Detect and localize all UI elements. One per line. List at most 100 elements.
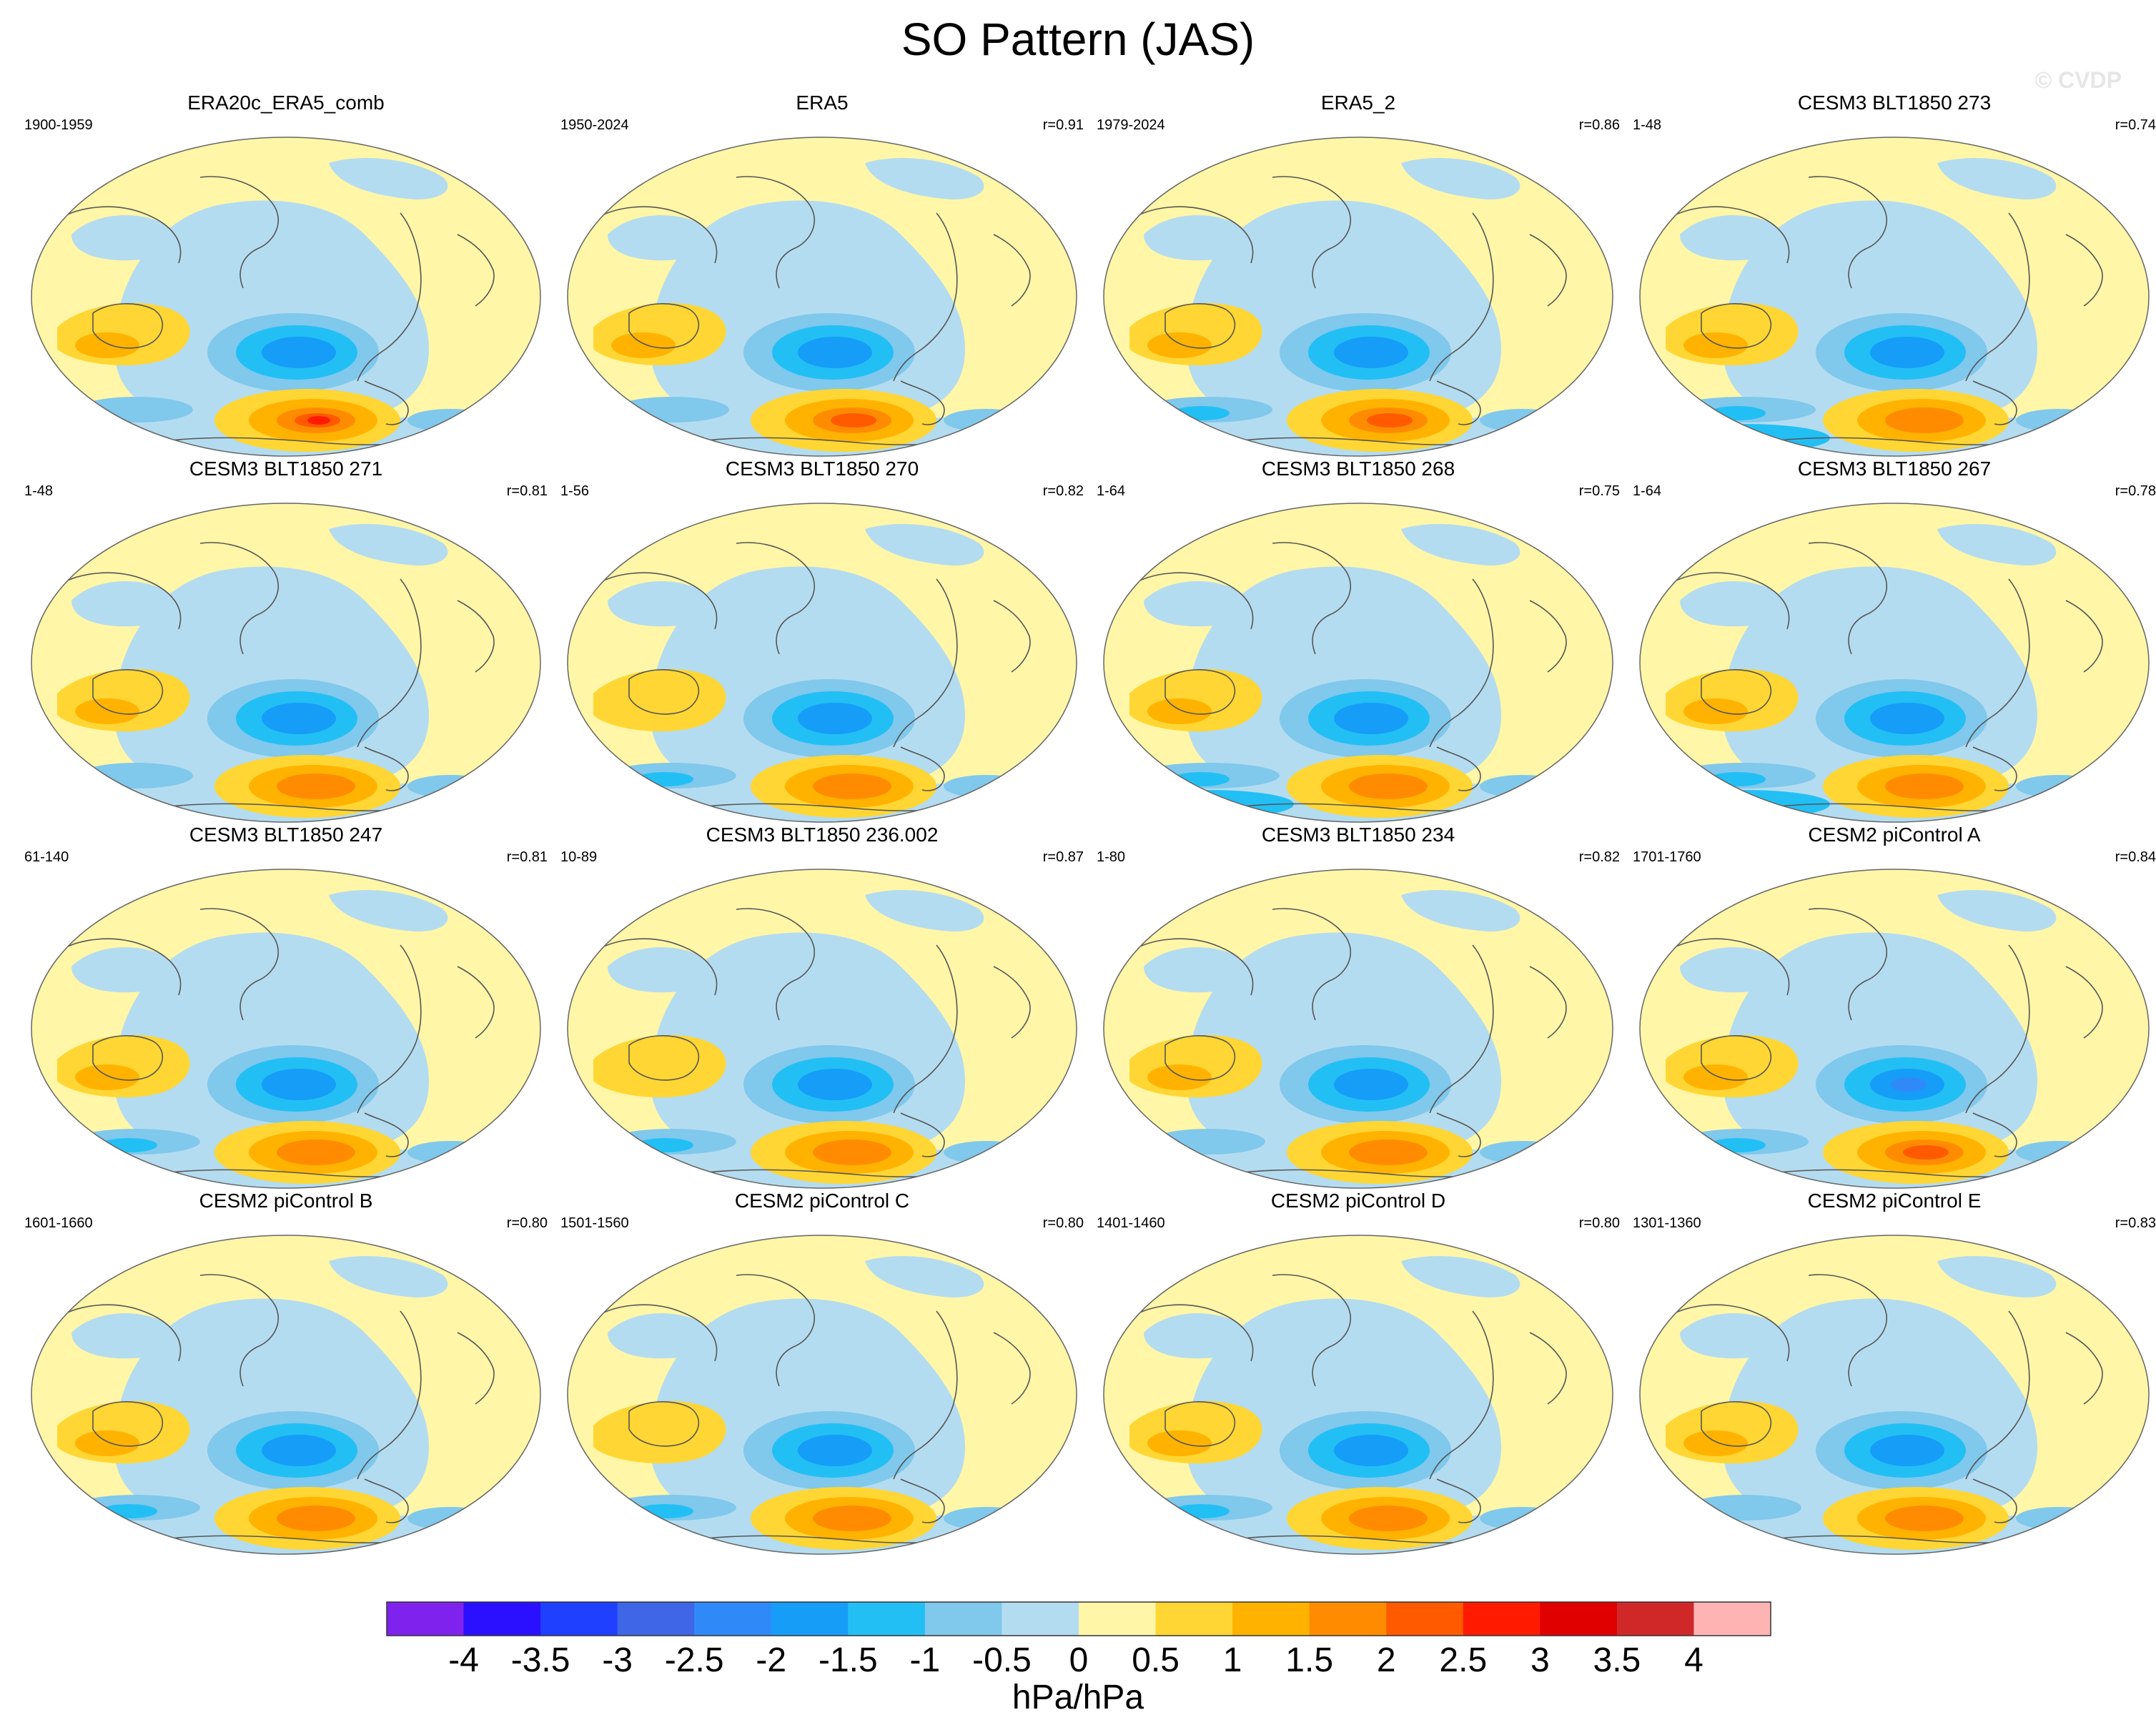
panel-title: ERA5: [796, 92, 849, 114]
colorbar-tick-label: 3.5: [1593, 1641, 1641, 1679]
map: [1639, 869, 2150, 1189]
panel-title: CESM3 BLT1850 234: [1261, 824, 1455, 846]
panel-correlation: r=0.82: [1578, 849, 1620, 865]
map-panel: CESM3 BLT1850 271 1-48 r=0.81: [14, 458, 558, 826]
colorbar-unit-label: hPa/hPa: [1012, 1679, 1144, 1716]
map-panel: CESM2 piControl D 1401-1460 r=0.80: [1087, 1190, 1630, 1558]
colorbar-tick-label: 4: [1684, 1641, 1703, 1679]
panel-correlation: r=0.87: [1042, 849, 1084, 865]
colorbar-tick-label: -3: [602, 1641, 633, 1679]
map: [1639, 1235, 2150, 1555]
colorbar-box: [617, 1602, 695, 1636]
colorbar-tick-label: 2: [1377, 1641, 1396, 1679]
panel-years: 1-80: [1097, 849, 1126, 865]
map: [1103, 503, 1613, 823]
colorbar-tick-label: -1.5: [819, 1641, 878, 1679]
map-panel: CESM2 piControl C 1501-1560 r=0.80: [550, 1190, 1094, 1558]
watermark: © CVDP: [2034, 67, 2122, 93]
panel-correlation: r=0.91: [1042, 117, 1084, 133]
panel-years: 1-56: [560, 483, 590, 499]
panel-title: CESM3 BLT1850 273: [1797, 92, 1992, 114]
colorbar-tick-label: 3: [1531, 1641, 1550, 1679]
panel-title: CESM2 piControl E: [1807, 1190, 1982, 1212]
map-panel: ERA5 1950-2024 r=0.91: [550, 92, 1094, 460]
map-panel: CESM3 BLT1850 247 61-140 r=0.81: [14, 824, 558, 1192]
colorbar-box: [1693, 1602, 1771, 1636]
colorbar-tick-label: 1.5: [1285, 1641, 1333, 1679]
panel-title: CESM2 piControl A: [1808, 824, 1981, 846]
panel-years: 1401-1460: [1097, 1215, 1165, 1231]
panel-correlation: r=0.75: [1578, 483, 1620, 499]
panel-correlation: r=0.78: [2115, 483, 2156, 499]
colorbar-box: [771, 1602, 849, 1636]
map: [31, 137, 541, 457]
panel-correlation: r=0.86: [1578, 117, 1620, 133]
page-title: SO Pattern (JAS): [901, 14, 1255, 65]
panel-years: 1501-1560: [560, 1215, 629, 1231]
panel-years: 1-64: [1633, 483, 1662, 499]
colorbar-tick-label: -4: [448, 1641, 479, 1679]
map: [1103, 137, 1613, 457]
panel-years: 1701-1760: [1633, 849, 1701, 865]
map-panel: CESM2 piControl B 1601-1660 r=0.80: [14, 1190, 558, 1558]
map: [567, 503, 1077, 823]
colorbar-box: [540, 1602, 618, 1636]
panel-title: CESM2 piControl D: [1270, 1190, 1446, 1212]
colorbar-tick-label: -2.5: [665, 1641, 724, 1679]
map-panel: CESM3 BLT1850 267 1-64 r=0.78: [1623, 458, 2156, 826]
map-panel: CESM3 BLT1850 234 1-80 r=0.82: [1087, 824, 1630, 1192]
map: [31, 503, 541, 823]
map-panel: CESM3 BLT1850 236.002 10-89 r=0.87: [550, 824, 1094, 1192]
colorbar-box: [1079, 1602, 1157, 1636]
panel-correlation: r=0.80: [1578, 1215, 1620, 1231]
map: [567, 1235, 1077, 1555]
panel-correlation: r=0.74: [2115, 117, 2156, 133]
map-panel: CESM3 BLT1850 273 1-48 r=0.74: [1623, 92, 2156, 460]
colorbar-box: [1616, 1602, 1694, 1636]
panel-years: 1-48: [1633, 117, 1662, 133]
panel-years: 1979-2024: [1097, 117, 1165, 133]
map-panel: CESM2 piControl A 1701-1760 r=0.84: [1623, 824, 2156, 1192]
map: [1103, 869, 1613, 1189]
panel-title: CESM3 BLT1850 236.002: [706, 824, 939, 846]
colorbar-tick-label: -0.5: [972, 1641, 1032, 1679]
panel-correlation: r=0.82: [1042, 483, 1084, 499]
panel-years: 1601-1660: [24, 1215, 93, 1231]
colorbar-box: [1232, 1602, 1310, 1636]
panel-correlation: r=0.81: [506, 483, 548, 499]
panel-years: 1-64: [1097, 483, 1126, 499]
panel-years: 1950-2024: [560, 117, 629, 133]
panel-title: CESM3 BLT1850 271: [189, 458, 383, 480]
map: [567, 869, 1077, 1189]
colorbar-tick-label: -2: [756, 1641, 786, 1679]
colorbar-tick-label: -1: [910, 1641, 941, 1679]
map-panel: ERA20c_ERA5_comb 1900-1959: [14, 92, 558, 460]
colorbar-tick-label: 0.5: [1132, 1641, 1180, 1679]
panel-correlation: r=0.81: [506, 849, 548, 865]
panel-title: CESM2 piControl C: [734, 1190, 910, 1212]
map: [1639, 503, 2150, 823]
map: [31, 869, 541, 1189]
map: [567, 137, 1077, 457]
map: [1103, 1235, 1613, 1555]
colorbar-box: [387, 1602, 465, 1636]
panel-years: 1-48: [24, 483, 54, 499]
colorbar-box: [1386, 1602, 1464, 1636]
panel-title: ERA20c_ERA5_comb: [187, 92, 385, 114]
panel-years: 61-140: [24, 849, 69, 865]
panel-title: CESM2 piControl B: [199, 1190, 373, 1212]
colorbar-box: [1002, 1602, 1079, 1636]
panel-title: CESM3 BLT1850 267: [1797, 458, 1992, 480]
panel-title: ERA5_2: [1320, 92, 1396, 114]
colorbar-box: [1155, 1602, 1233, 1636]
colorbar-tick-label: -3.5: [511, 1641, 570, 1679]
panel-years: 10-89: [560, 849, 598, 865]
colorbar-box: [1540, 1602, 1618, 1636]
map-panel: ERA5_2 1979-2024 r=0.86: [1087, 92, 1630, 460]
panel-title: CESM3 BLT1850 270: [725, 458, 919, 480]
map-panel: CESM3 BLT1850 270 1-56 r=0.82: [550, 458, 1094, 826]
colorbar-tick-label: 0: [1069, 1641, 1089, 1679]
map: [1639, 137, 2150, 457]
map-panel: CESM2 piControl E 1301-1360 r=0.83: [1623, 1190, 2156, 1558]
colorbar-box: [694, 1602, 772, 1636]
